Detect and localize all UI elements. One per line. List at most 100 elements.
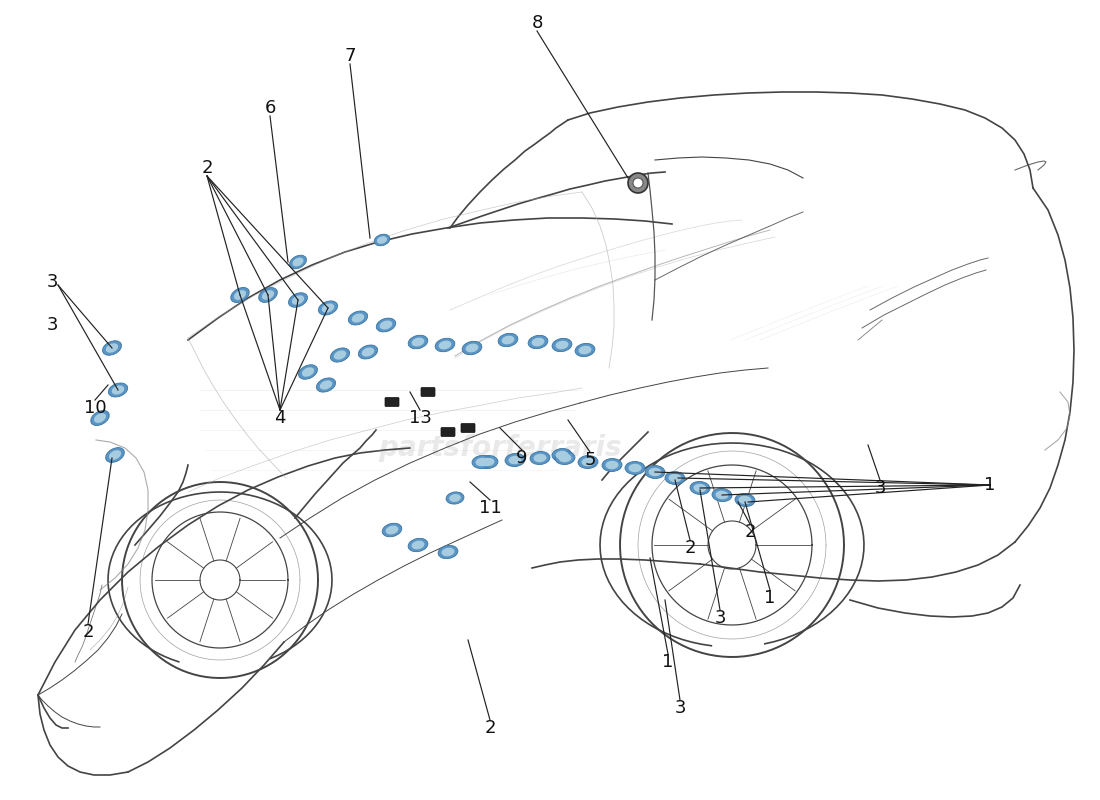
Text: 9: 9 [516,449,528,467]
Ellipse shape [556,451,575,465]
Ellipse shape [377,236,387,244]
Text: 2: 2 [684,539,695,557]
Ellipse shape [505,454,525,466]
Ellipse shape [472,455,492,469]
Ellipse shape [374,234,389,246]
Ellipse shape [552,338,572,352]
Ellipse shape [234,290,246,300]
Text: 3: 3 [714,609,726,627]
Ellipse shape [735,494,755,506]
Ellipse shape [556,341,569,350]
Text: 1: 1 [764,589,776,607]
Ellipse shape [559,454,572,462]
Ellipse shape [628,464,641,472]
Text: 5: 5 [584,451,596,469]
Ellipse shape [625,462,645,474]
Ellipse shape [320,380,332,390]
Ellipse shape [530,451,550,465]
Ellipse shape [439,341,451,350]
Ellipse shape [352,314,364,322]
Ellipse shape [330,348,350,362]
Ellipse shape [376,318,396,332]
Ellipse shape [666,471,685,485]
Ellipse shape [498,334,518,346]
FancyBboxPatch shape [461,423,475,433]
Ellipse shape [359,345,377,359]
Ellipse shape [556,450,569,459]
Ellipse shape [106,343,118,353]
Ellipse shape [462,342,482,354]
Text: 4: 4 [274,409,286,427]
Ellipse shape [645,466,665,478]
Text: 10: 10 [84,399,107,417]
Ellipse shape [231,287,250,302]
Ellipse shape [552,449,572,462]
Text: 3: 3 [674,699,685,717]
Ellipse shape [578,455,598,469]
Ellipse shape [292,295,305,305]
Circle shape [632,178,644,188]
Ellipse shape [258,287,277,302]
FancyBboxPatch shape [441,427,455,437]
Ellipse shape [362,347,374,357]
Ellipse shape [446,492,464,504]
Ellipse shape [112,386,124,394]
Ellipse shape [317,378,336,392]
Ellipse shape [528,335,548,349]
Text: 3: 3 [874,479,886,497]
Text: 2: 2 [484,719,496,737]
Ellipse shape [669,474,682,482]
Ellipse shape [649,468,661,476]
Circle shape [628,173,648,193]
Ellipse shape [531,338,544,346]
Ellipse shape [102,341,121,355]
Ellipse shape [738,496,751,504]
Ellipse shape [298,365,318,379]
Ellipse shape [289,255,307,269]
Ellipse shape [408,335,428,349]
Ellipse shape [449,494,461,502]
Ellipse shape [349,311,367,325]
Ellipse shape [94,413,106,423]
Ellipse shape [293,258,304,266]
Ellipse shape [465,344,478,352]
Ellipse shape [411,541,425,550]
Ellipse shape [602,458,621,471]
Ellipse shape [475,458,488,466]
Text: 2: 2 [201,159,212,177]
Text: 1: 1 [984,476,996,494]
Text: 6: 6 [264,99,276,117]
Ellipse shape [534,454,547,462]
Text: 1: 1 [662,653,673,671]
Ellipse shape [322,303,334,313]
Ellipse shape [441,548,454,556]
Ellipse shape [605,461,618,470]
Ellipse shape [712,489,732,502]
Text: 2: 2 [745,523,756,541]
Ellipse shape [582,458,594,466]
Ellipse shape [408,538,428,552]
Text: 8: 8 [531,14,542,32]
FancyBboxPatch shape [385,398,399,406]
Ellipse shape [411,338,425,346]
Ellipse shape [382,523,402,537]
Ellipse shape [482,458,495,466]
Text: partsforferraris: partsforferraris [378,434,622,462]
Text: 3: 3 [46,273,57,291]
Ellipse shape [478,455,498,469]
Ellipse shape [690,482,710,494]
Ellipse shape [386,526,398,534]
Ellipse shape [508,456,521,464]
Text: 7: 7 [344,47,355,65]
Ellipse shape [579,346,592,354]
Ellipse shape [91,410,109,426]
Ellipse shape [301,367,315,377]
Ellipse shape [318,301,338,315]
Ellipse shape [379,321,393,330]
Ellipse shape [108,383,128,397]
Ellipse shape [109,450,121,460]
Text: 13: 13 [408,409,431,427]
Ellipse shape [436,338,454,352]
Ellipse shape [502,336,515,344]
Ellipse shape [333,350,346,360]
